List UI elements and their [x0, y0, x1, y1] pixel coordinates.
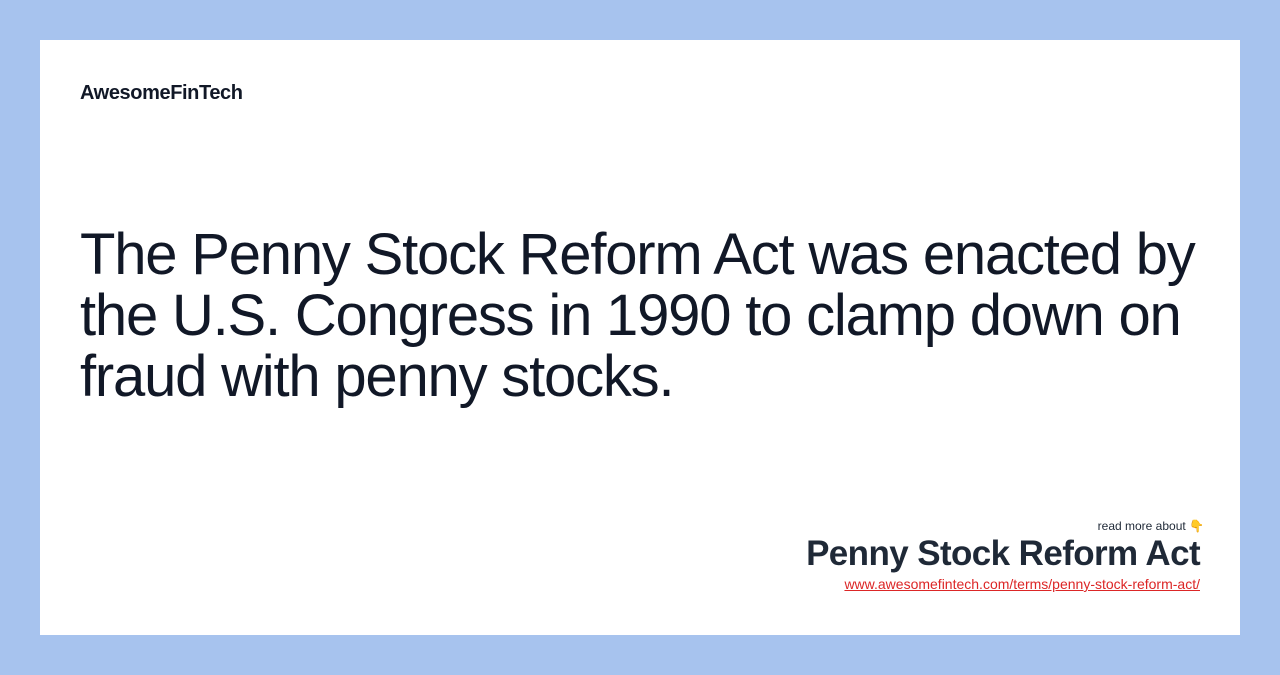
content-card: AwesomeFinTech The Penny Stock Reform Ac…: [40, 40, 1240, 635]
definition-text: The Penny Stock Reform Act was enacted b…: [80, 222, 1196, 409]
term-title: Penny Stock Reform Act: [806, 534, 1201, 573]
brand-logo[interactable]: AwesomeFinTech: [80, 82, 243, 104]
read-more-label: read more about 👇: [1097, 519, 1204, 533]
read-more-section: read more about 👇 Penny Stock Reform Act…: [806, 518, 1204, 594]
term-link[interactable]: www.awesomefintech.com/terms/penny-stock…: [844, 576, 1200, 592]
